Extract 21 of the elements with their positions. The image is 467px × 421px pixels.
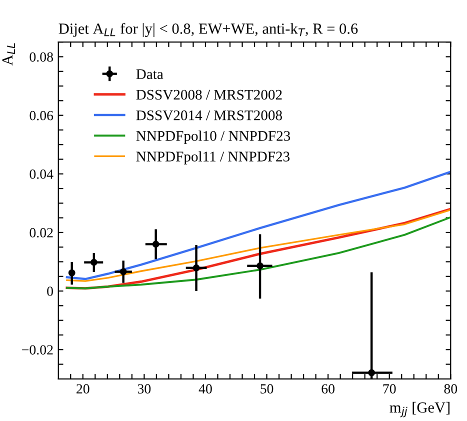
y-tick-label: 0	[47, 286, 53, 296]
y-tick-label: 0.08	[30, 52, 53, 62]
legend-label: DSSV2008 / MRST2002	[136, 90, 282, 100]
y-tick-label: −0.02	[22, 345, 53, 355]
chart-title: Dijet A$_{LL}$ for |y| < 0.8, EW+WE, anti-k$_{T}$, R = 0.6	[58, 22, 358, 37]
x-tick-label: 50	[260, 384, 274, 394]
x-axis-title: m$_{jj}$ [GeV]	[390, 402, 450, 418]
y-tick-label: 0.06	[30, 110, 54, 120]
x-tick-label: 30	[138, 384, 151, 394]
x-tick-label: 60	[322, 384, 334, 394]
x-tick-label: 70	[383, 384, 396, 394]
legend-label: NNPDFpol10 / NNPDF23	[136, 130, 290, 144]
x-tick-label: 80	[444, 384, 458, 394]
legend-label: Data	[136, 69, 164, 80]
x-tick-label: 20	[76, 384, 90, 394]
legend-label: NNPDFpol11 / NNPDF23	[136, 151, 290, 164]
x-tick-label: 40	[198, 384, 212, 394]
legend-label: DSSV2014 / MRST2008	[136, 110, 282, 120]
y-tick-label: 0.02	[30, 228, 53, 238]
y-axis-title: A$_{LL}$	[2, 43, 15, 66]
y-tick-label: 0.04	[30, 169, 54, 179]
